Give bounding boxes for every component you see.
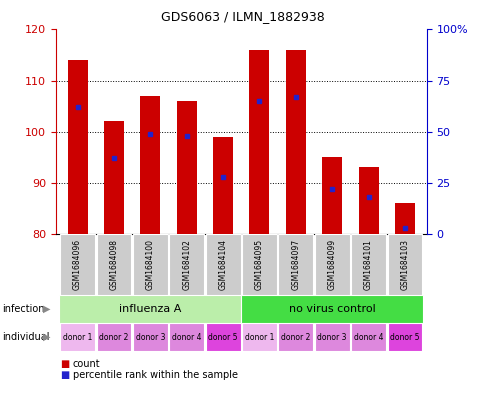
Text: donor 3: donor 3	[136, 333, 165, 342]
Bar	[169, 234, 204, 295]
Bar	[104, 121, 124, 234]
Bar	[350, 323, 385, 351]
Text: donor 2: donor 2	[281, 333, 310, 342]
Bar	[59, 295, 241, 323]
Text: donor 2: donor 2	[99, 333, 128, 342]
Text: donor 1: donor 1	[63, 333, 92, 342]
Bar	[394, 203, 414, 234]
Bar	[387, 323, 422, 351]
Text: influenza A: influenza A	[119, 304, 181, 314]
Bar	[321, 157, 342, 234]
Text: no virus control: no virus control	[288, 304, 375, 314]
Bar	[140, 96, 160, 234]
Text: GSM1684099: GSM1684099	[327, 239, 336, 290]
Text: GSM1684096: GSM1684096	[73, 239, 82, 290]
Bar	[350, 234, 385, 295]
Text: donor 5: donor 5	[208, 333, 237, 342]
Text: donor 1: donor 1	[244, 333, 273, 342]
Text: percentile rank within the sample: percentile rank within the sample	[73, 370, 237, 380]
Text: ■: ■	[60, 359, 70, 369]
Text: donor 4: donor 4	[353, 333, 382, 342]
Bar	[60, 234, 95, 295]
Bar	[133, 323, 167, 351]
Bar	[314, 234, 349, 295]
Text: ■: ■	[60, 370, 70, 380]
Bar	[387, 234, 422, 295]
Bar	[249, 50, 269, 234]
Text: ▶: ▶	[43, 304, 51, 314]
Text: GSM1684095: GSM1684095	[255, 239, 263, 290]
Text: infection: infection	[2, 304, 45, 314]
Text: GSM1684100: GSM1684100	[146, 239, 154, 290]
Bar	[242, 323, 276, 351]
Text: GSM1684104: GSM1684104	[218, 239, 227, 290]
Bar	[205, 234, 240, 295]
Bar	[96, 234, 131, 295]
Text: GSM1684101: GSM1684101	[363, 239, 372, 290]
Bar	[241, 295, 422, 323]
Bar	[314, 323, 349, 351]
Bar	[212, 137, 233, 234]
Text: GSM1684102: GSM1684102	[182, 239, 191, 290]
Bar	[205, 323, 240, 351]
Text: GSM1684103: GSM1684103	[400, 239, 408, 290]
Text: GSM1684098: GSM1684098	[109, 239, 118, 290]
Text: donor 4: donor 4	[172, 333, 201, 342]
Bar	[278, 234, 313, 295]
Text: ▶: ▶	[43, 332, 51, 342]
Bar	[358, 167, 378, 234]
Bar	[133, 234, 167, 295]
Text: donor 5: donor 5	[390, 333, 419, 342]
Text: donor 3: donor 3	[317, 333, 346, 342]
Bar	[96, 323, 131, 351]
Bar	[67, 60, 88, 234]
Bar	[176, 101, 197, 234]
Bar	[60, 323, 95, 351]
Text: GSM1684097: GSM1684097	[291, 239, 300, 290]
Bar	[285, 50, 305, 234]
Text: count: count	[73, 359, 100, 369]
Text: individual: individual	[2, 332, 50, 342]
Bar	[278, 323, 313, 351]
Bar	[169, 323, 204, 351]
Text: GDS6063 / ILMN_1882938: GDS6063 / ILMN_1882938	[160, 10, 324, 23]
Bar	[242, 234, 276, 295]
